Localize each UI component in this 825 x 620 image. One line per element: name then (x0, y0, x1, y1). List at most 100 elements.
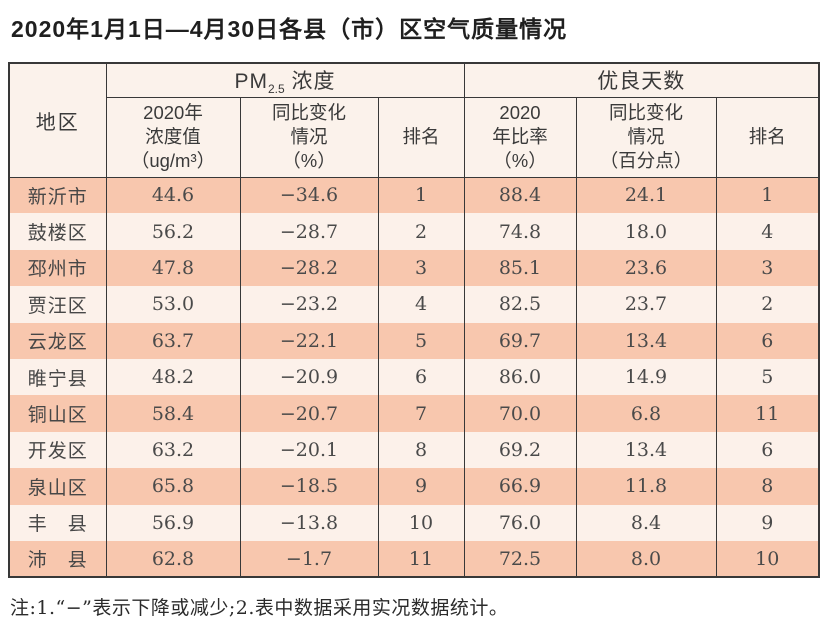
cell-good-rank: 8 (715, 468, 820, 505)
header-pm25-rank: 排名 (377, 97, 464, 178)
cell-region: 云龙区 (9, 322, 106, 359)
header-good-days-group: 优良天数 (463, 63, 820, 98)
cell-pm25-rank: 2 (377, 213, 464, 250)
table-row: 邳州市 47.8 −28.2 3 85.1 23.6 3 (9, 249, 820, 287)
table-row: 睢宁县 48.2 −20.9 6 86.0 14.9 5 (9, 358, 820, 396)
cell-good-rank: 2 (715, 286, 820, 323)
pm25-label-suffix: 浓度 (284, 69, 336, 93)
table-row: 云龙区 63.7 −22.1 5 69.7 13.4 6 (9, 322, 820, 359)
cell-pm25-value: 63.2 (105, 431, 240, 469)
header-good-ratio: 2020 年比率 （%） (463, 97, 576, 178)
table-header: 地区 PM2.5 浓度 优良天数 2020年 浓度值 （ug/m³） 同比变化 … (9, 63, 820, 178)
cell-good-rank: 6 (715, 322, 820, 359)
cell-pm25-value: 62.8 (105, 540, 240, 578)
cell-good-ratio: 76.0 (463, 504, 576, 541)
cell-good-rank: 5 (715, 358, 820, 396)
cell-pm25-rank: 7 (377, 395, 464, 432)
header-sub-row: 2020年 浓度值 （ug/m³） 同比变化 情况 （%） 排名 2020 年比… (9, 97, 820, 178)
cell-good-change: 8.4 (575, 504, 716, 541)
cell-pm25-rank: 6 (377, 358, 464, 396)
cell-pm25-rank: 10 (377, 504, 464, 541)
cell-good-rank: 11 (715, 395, 820, 432)
cell-good-change: 18.0 (575, 213, 716, 250)
cell-pm25-change: −28.2 (239, 249, 378, 287)
table-row: 开发区 63.2 −20.1 8 69.2 13.4 6 (9, 431, 820, 469)
header-group-row: 地区 PM2.5 浓度 优良天数 (9, 63, 820, 178)
header-good-rank: 排名 (715, 97, 820, 178)
cell-region: 新沂市 (9, 177, 106, 214)
cell-pm25-value: 65.8 (105, 468, 240, 505)
cell-good-change: 23.7 (575, 286, 716, 323)
cell-pm25-rank: 9 (377, 468, 464, 505)
air-quality-table: 地区 PM2.5 浓度 优良天数 2020年 浓度值 （ug/m³） 同比变化 … (8, 62, 821, 579)
cell-pm25-rank: 4 (377, 286, 464, 323)
cell-region: 泉山区 (9, 468, 106, 505)
table-row: 贾汪区 53.0 −23.2 4 82.5 23.7 2 (9, 286, 820, 323)
cell-good-rank: 3 (715, 249, 820, 287)
cell-pm25-value: 44.6 (105, 177, 240, 214)
header-region: 地区 (9, 63, 106, 178)
cell-good-ratio: 69.7 (463, 322, 576, 359)
cell-good-ratio: 70.0 (463, 395, 576, 432)
cell-region: 鼓楼区 (9, 213, 106, 250)
cell-good-ratio: 88.4 (463, 177, 576, 214)
cell-good-change: 24.1 (575, 177, 716, 214)
cell-region: 邳州市 (9, 249, 106, 287)
table-row: 铜山区 58.4 −20.7 7 70.0 6.8 11 (9, 395, 820, 432)
cell-good-change: 13.4 (575, 431, 716, 469)
cell-region: 沛 县 (9, 540, 106, 578)
cell-good-ratio: 85.1 (463, 249, 576, 287)
cell-pm25-change: −22.1 (239, 322, 378, 359)
cell-good-ratio: 86.0 (463, 358, 576, 396)
page-title: 2020年1月1日—4月30日各县（市）区空气质量情况 (11, 16, 568, 42)
table-row: 丰 县 56.9 −13.8 10 76.0 8.4 9 (9, 504, 820, 541)
cell-pm25-value: 53.0 (105, 286, 240, 323)
table-row: 沛 县 62.8 −1.7 11 72.5 8.0 10 (9, 540, 820, 578)
header-pm25-group: PM2.5 浓度 (105, 63, 464, 98)
cell-region: 丰 县 (9, 504, 106, 541)
cell-good-change: 13.4 (575, 322, 716, 359)
table-row: 泉山区 65.8 −18.5 9 66.9 11.8 8 (9, 468, 820, 505)
cell-pm25-change: −28.7 (239, 213, 378, 250)
cell-region: 开发区 (9, 431, 106, 469)
cell-pm25-rank: 11 (377, 540, 464, 578)
cell-good-change: 11.8 (575, 468, 716, 505)
cell-region: 铜山区 (9, 395, 106, 432)
cell-good-change: 14.9 (575, 358, 716, 396)
cell-pm25-change: −20.1 (239, 431, 378, 469)
cell-good-change: 23.6 (575, 249, 716, 287)
pm25-label-prefix: PM (234, 69, 268, 93)
cell-good-rank: 6 (715, 431, 820, 469)
table-body: 新沂市 44.6 −34.6 1 88.4 24.1 1 鼓楼区 56.2 −2… (9, 177, 820, 578)
cell-good-ratio: 66.9 (463, 468, 576, 505)
header-good-change: 同比变化 情况 （百分点） (575, 97, 716, 178)
cell-good-rank: 9 (715, 504, 820, 541)
cell-region: 贾汪区 (9, 286, 106, 323)
cell-good-ratio: 69.2 (463, 431, 576, 469)
cell-good-rank: 4 (715, 213, 820, 250)
cell-pm25-rank: 8 (377, 431, 464, 469)
cell-good-change: 8.0 (575, 540, 716, 578)
cell-pm25-rank: 3 (377, 249, 464, 287)
cell-pm25-change: −20.7 (239, 395, 378, 432)
cell-pm25-value: 48.2 (105, 358, 240, 396)
cell-pm25-value: 56.9 (105, 504, 240, 541)
cell-pm25-change: −13.8 (239, 504, 378, 541)
cell-pm25-value: 56.2 (105, 213, 240, 250)
cell-pm25-rank: 1 (377, 177, 464, 214)
cell-region: 睢宁县 (9, 358, 106, 396)
cell-pm25-change: −1.7 (239, 540, 378, 578)
cell-good-ratio: 72.5 (463, 540, 576, 578)
table-row: 新沂市 44.6 −34.6 1 88.4 24.1 1 (9, 177, 820, 214)
cell-pm25-value: 63.7 (105, 322, 240, 359)
header-pm25-value: 2020年 浓度值 （ug/m³） (105, 97, 240, 178)
cell-good-ratio: 74.8 (463, 213, 576, 250)
cell-good-rank: 1 (715, 177, 820, 214)
cell-pm25-value: 47.8 (105, 249, 240, 287)
cell-pm25-change: −20.9 (239, 358, 378, 396)
cell-pm25-value: 58.4 (105, 395, 240, 432)
cell-pm25-change: −34.6 (239, 177, 378, 214)
cell-pm25-change: −23.2 (239, 286, 378, 323)
header-pm25-change: 同比变化 情况 （%） (239, 97, 378, 178)
cell-good-rank: 10 (715, 540, 820, 578)
